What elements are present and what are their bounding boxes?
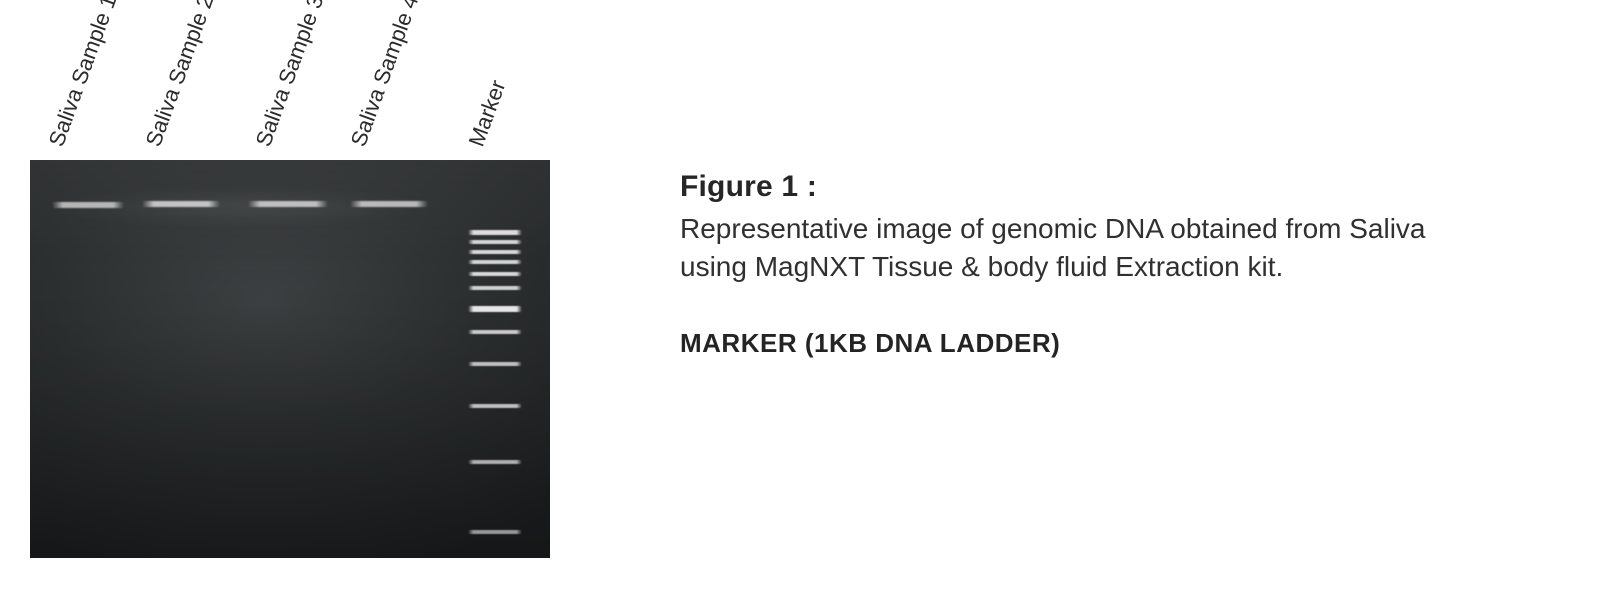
lane-label-text: Saliva Sample 4 [346,0,425,150]
lane-labels: Saliva Sample 1Saliva Sample 2 Saliva Sam… [0,0,620,160]
ladder-band-7 [468,330,522,334]
ladder-band-5 [468,286,522,290]
ladder-band-4 [468,272,522,276]
ladder-band-1 [468,240,522,244]
lane-label-text: Saliva Sample 3 [251,0,330,150]
sample-band-lane4 [350,201,428,207]
lane-label-text: Saliva Sample 2 [141,0,220,150]
gel-image [30,160,550,558]
ladder-band-9 [468,404,522,408]
figure-container: Saliva Sample 1Saliva Sample 2 Saliva Sam… [0,0,1600,600]
ladder-band-2 [468,250,522,254]
ladder-band-0 [468,230,522,235]
figure-description: Representative image of genomic DNA obta… [680,210,1480,286]
sample-band-lane1 [52,202,124,208]
lane-label-text: Saliva Sample 1 [44,0,123,150]
ladder-band-10 [468,460,522,464]
ladder-band-6 [468,306,522,312]
ladder-band-8 [468,362,522,366]
lane-label-text: Marker [464,77,512,150]
figure-title: Figure 1 : [680,170,1480,204]
ladder-band-3 [468,260,522,264]
sample-band-lane2 [142,201,220,207]
gel-panel: Saliva Sample 1Saliva Sample 2 Saliva Sam… [0,0,620,600]
sample-band-lane3 [248,201,328,207]
caption-block: Figure 1 : Representative image of genom… [620,0,1600,600]
ladder-band-11 [468,530,522,534]
figure-marker-line: MARKER (1KB DNA LADDER) [680,328,1480,359]
